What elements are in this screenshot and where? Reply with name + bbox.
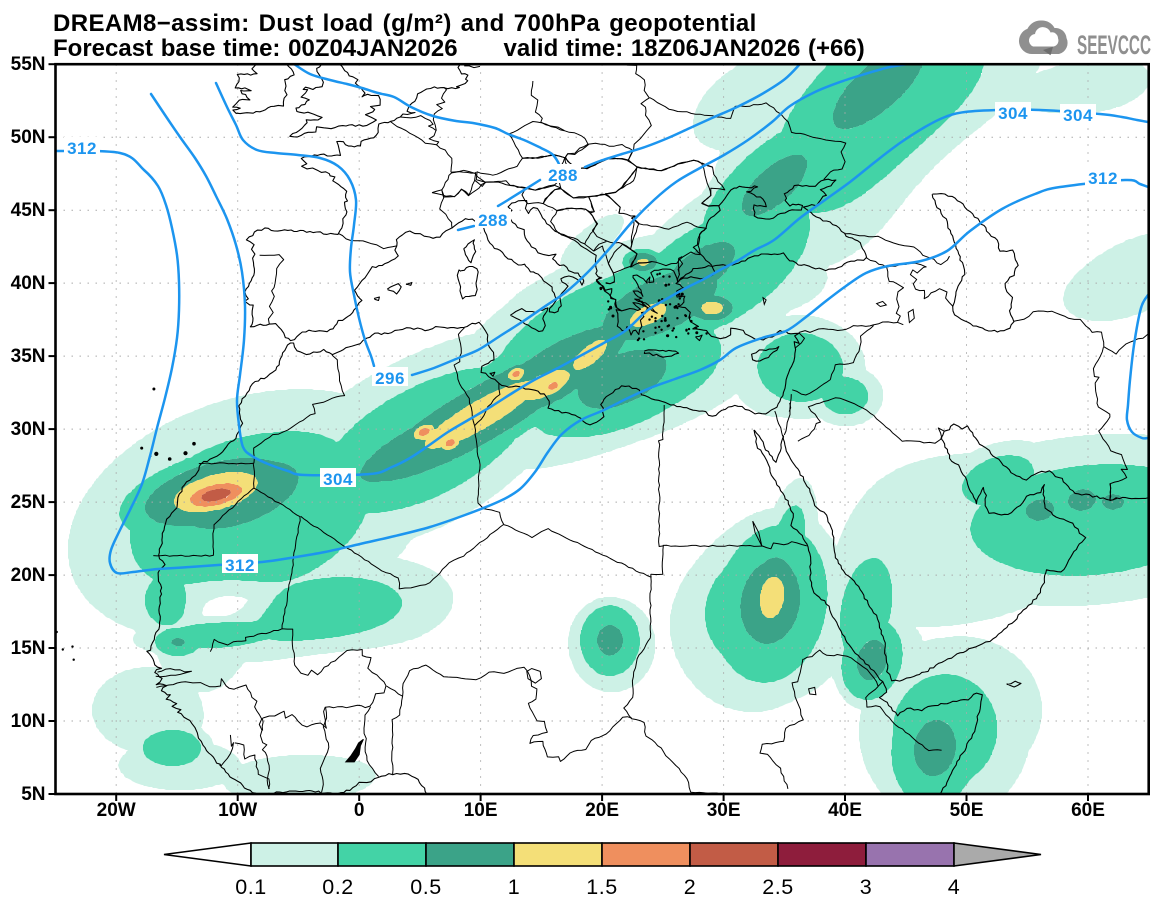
svg-text:SEEVCCC: SEEVCCC [1077,30,1151,60]
svg-text:20E: 20E [585,800,619,821]
svg-text:40N: 40N [11,273,46,294]
svg-text:10E: 10E [464,800,498,821]
svg-text:50E: 50E [950,800,984,821]
svg-text:4: 4 [948,875,960,899]
svg-text:Forecast base time: 00Z04JAN20: Forecast base time: 00Z04JAN2026 valid t… [53,35,865,62]
svg-text:55N: 55N [11,54,46,75]
svg-text:15N: 15N [11,638,46,659]
svg-text:304: 304 [1063,106,1093,125]
svg-text:30N: 30N [11,419,46,440]
svg-text:30E: 30E [707,800,741,821]
svg-text:50N: 50N [11,127,46,148]
svg-text:312: 312 [67,139,97,158]
svg-text:0.2: 0.2 [322,875,353,899]
svg-text:45N: 45N [11,200,46,221]
svg-text:304: 304 [998,104,1028,123]
svg-text:1: 1 [508,875,520,899]
svg-text:40E: 40E [828,800,862,821]
svg-text:35N: 35N [11,346,46,367]
svg-text:10W: 10W [218,800,257,821]
svg-text:10N: 10N [11,711,46,732]
svg-text:5N: 5N [21,784,45,805]
svg-text:0.5: 0.5 [410,875,441,899]
svg-text:288: 288 [478,211,508,230]
svg-text:0: 0 [354,800,365,821]
svg-text:1.5: 1.5 [586,875,617,899]
svg-text:60E: 60E [1071,800,1105,821]
svg-text:312: 312 [1088,169,1118,188]
svg-text:288: 288 [548,166,578,185]
svg-text:312: 312 [225,556,255,575]
svg-text:DREAM8−assim: Dust load (g/m²): DREAM8−assim: Dust load (g/m²) and 700hP… [53,10,757,37]
svg-text:20N: 20N [11,565,46,586]
svg-text:25N: 25N [11,492,46,513]
svg-text:20W: 20W [97,800,136,821]
svg-text:3: 3 [860,875,872,899]
svg-text:296: 296 [375,369,405,388]
svg-text:2: 2 [684,875,696,899]
svg-text:304: 304 [323,470,353,489]
svg-text:2.5: 2.5 [762,875,793,899]
svg-text:0.1: 0.1 [235,875,266,899]
